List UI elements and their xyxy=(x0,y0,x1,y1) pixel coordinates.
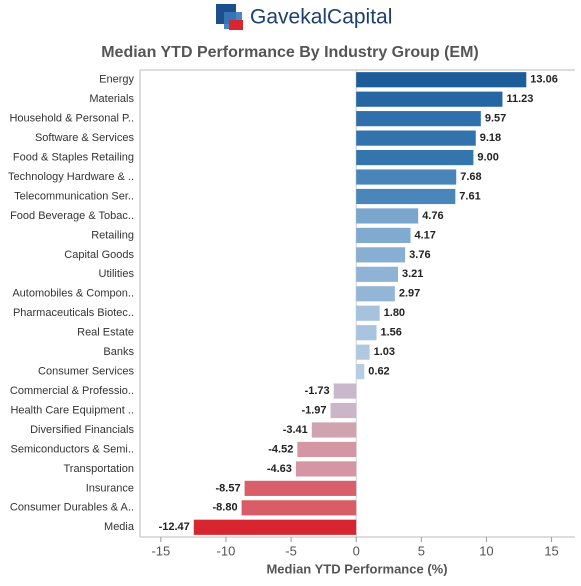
bar xyxy=(356,149,474,166)
y-tick-label: Utilities xyxy=(99,268,135,280)
y-tick-label: Household & Personal P.. xyxy=(9,113,134,125)
value-label: 9.00 xyxy=(477,151,498,163)
bar xyxy=(356,169,457,185)
x-tick-label: -15 xyxy=(151,543,170,558)
logo-icon xyxy=(216,4,243,30)
y-tick-label: Retailing xyxy=(91,229,134,241)
bar xyxy=(356,344,370,360)
value-label: -4.63 xyxy=(267,463,292,475)
bar xyxy=(241,500,357,516)
y-tick-label: Health Care Equipment .. xyxy=(10,404,134,416)
value-label: 1.03 xyxy=(374,346,395,358)
chart-title: Median YTD Performance By Industry Group… xyxy=(101,44,479,61)
bar xyxy=(356,188,456,205)
y-tick-label: Insurance xyxy=(86,482,134,494)
bar xyxy=(297,441,357,458)
bar xyxy=(356,111,481,127)
bar xyxy=(295,461,357,477)
value-label: 4.17 xyxy=(415,229,436,241)
bar xyxy=(356,305,380,321)
value-label: 3.76 xyxy=(409,249,430,261)
y-tick-label: Pharmaceuticals Biotec.. xyxy=(13,307,134,319)
value-label: 9.57 xyxy=(485,113,506,125)
y-tick-label: Banks xyxy=(103,346,134,358)
y-tick-label: Materials xyxy=(89,93,134,105)
bar xyxy=(193,519,357,535)
value-label: 1.56 xyxy=(381,327,402,339)
bar xyxy=(333,383,357,399)
value-label: 7.68 xyxy=(460,171,481,183)
value-label: -8.57 xyxy=(216,482,241,494)
y-tick-label: Real Estate xyxy=(77,327,134,339)
y-tick-label: Media xyxy=(104,521,135,533)
bar xyxy=(356,227,411,243)
bar xyxy=(356,266,399,282)
bar xyxy=(356,325,377,341)
y-tick-label: Semiconductors & Semi.. xyxy=(11,443,135,455)
bar xyxy=(356,130,476,146)
value-label: 0.62 xyxy=(368,366,389,378)
bar xyxy=(330,402,357,419)
y-tick-label: Commercial & Professio.. xyxy=(10,385,134,397)
y-tick-label: Software & Services xyxy=(35,132,135,144)
y-tick-label: Consumer Services xyxy=(38,366,134,378)
value-label: 9.18 xyxy=(480,132,501,144)
value-label: -1.73 xyxy=(305,385,330,397)
value-label: 4.76 xyxy=(422,210,443,222)
bar xyxy=(311,422,357,438)
x-tick-label: 0 xyxy=(353,543,360,558)
y-tick-label: Automobiles & Compon.. xyxy=(12,288,134,300)
x-tick-label: 15 xyxy=(544,543,558,558)
y-tick-label: Diversified Financials xyxy=(30,424,134,436)
value-label: -4.52 xyxy=(268,443,293,455)
x-tick-label: -5 xyxy=(285,543,297,558)
value-label: -8.80 xyxy=(213,502,238,514)
value-label: 13.06 xyxy=(530,74,558,86)
bar xyxy=(356,208,419,224)
value-label: 1.80 xyxy=(384,307,405,319)
y-tick-label: Energy xyxy=(99,74,134,86)
value-label: 2.97 xyxy=(399,288,420,300)
value-label: -3.41 xyxy=(283,424,308,436)
x-tick-label: 10 xyxy=(479,543,493,558)
bar xyxy=(356,91,503,107)
logo-text: GavekalCapital xyxy=(250,6,392,29)
x-axis-title: Median YTD Performance (%) xyxy=(266,561,447,576)
value-label: -12.47 xyxy=(159,521,190,533)
bar xyxy=(356,247,406,263)
y-tick-label: Transportation xyxy=(63,463,134,475)
y-tick-label: Food Beverage & Tobac.. xyxy=(10,210,134,222)
bar xyxy=(244,480,357,496)
value-label: 7.61 xyxy=(459,190,480,202)
y-tick-label: Consumer Durables & A.. xyxy=(10,502,134,514)
y-tick-label: Technology Hardware & .. xyxy=(8,171,134,183)
y-tick-label: Capital Goods xyxy=(64,249,134,261)
y-tick-label: Telecommunication Ser.. xyxy=(14,190,134,202)
x-tick-label: -10 xyxy=(217,543,236,558)
value-label: -1.97 xyxy=(301,404,326,416)
bar xyxy=(356,286,395,302)
y-tick-label: Food & Staples Retailing xyxy=(13,151,134,163)
x-tick-label: 5 xyxy=(418,543,425,558)
bar xyxy=(356,364,365,380)
bar xyxy=(356,72,527,88)
value-label: 11.23 xyxy=(506,93,533,105)
value-label: 3.21 xyxy=(402,268,423,280)
